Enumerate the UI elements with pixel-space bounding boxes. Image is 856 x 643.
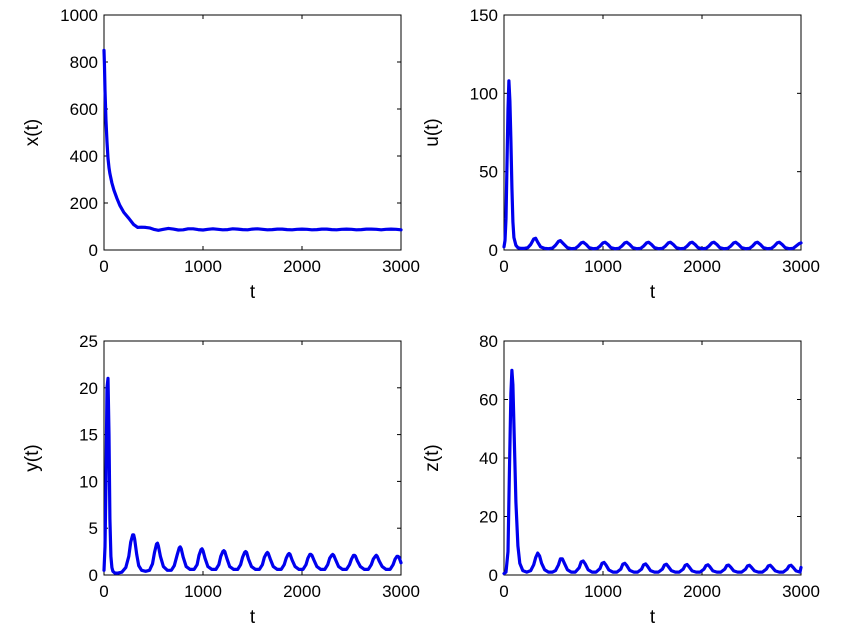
y-axis-label: u(t)	[422, 118, 443, 147]
x-tick-label: 0	[499, 582, 508, 601]
y-tick-label: 60	[479, 391, 498, 410]
x-tick-label: 0	[499, 257, 508, 276]
y-tick-label: 1000	[60, 6, 98, 25]
x-tick-label: 1000	[584, 582, 622, 601]
plot-frame-y	[103, 340, 402, 576]
panel-u: 0 1000 2000 3000 0 50 100 150 t u(t)	[422, 6, 820, 303]
y-tick-label: 20	[79, 379, 98, 398]
x-tick-label: 3000	[382, 257, 420, 276]
series-line-y	[102, 376, 403, 575]
y-tick-label: 80	[479, 332, 498, 351]
series-line-z	[502, 368, 803, 576]
y-tick-label: 0	[489, 566, 498, 585]
x-tick-label: 1000	[584, 257, 622, 276]
x-tick-label: 2000	[683, 582, 721, 601]
x-tick-label: 0	[99, 582, 108, 601]
y-tick-label: 0	[89, 566, 98, 585]
x-tick-label: 2000	[683, 257, 721, 276]
x-tick-label: 0	[99, 257, 108, 276]
y-tick-label: 5	[89, 519, 98, 538]
plot-frame-x	[103, 14, 402, 251]
x-tick-label: 3000	[782, 582, 820, 601]
x-tick-label: 1000	[184, 257, 222, 276]
x-axis-label: t	[650, 282, 656, 303]
panel-x: 0 1000 2000 3000 0 200 400 600 800 1000 t x(t)	[22, 6, 420, 303]
panel-z: 0 1000 2000 3000 0 20 40 60 80 t z(t)	[422, 332, 820, 628]
y-tick-label: 0	[89, 241, 98, 260]
x-tick-label: 3000	[382, 582, 420, 601]
y-axis-label: y(t)	[22, 444, 43, 471]
y-tick-label: 100	[470, 84, 498, 103]
x-tick-label: 3000	[782, 257, 820, 276]
y-tick-label: 20	[479, 508, 498, 527]
panel-y: 0 1000 2000 3000 0 5 10 15 20 25 t y(t)	[22, 332, 420, 628]
x-axis-label: t	[650, 607, 656, 628]
series-line-u	[502, 79, 803, 251]
y-tick-label: 400	[70, 147, 98, 166]
y-axis-label: x(t)	[22, 119, 43, 146]
y-tick-label: 0	[489, 241, 498, 260]
y-axis-label: z(t)	[422, 444, 443, 471]
y-tick-label: 10	[79, 472, 98, 491]
x-axis-label: t	[250, 607, 256, 628]
y-tick-label: 15	[79, 426, 98, 445]
x-axis-label: t	[250, 282, 256, 303]
y-tick-label: 25	[79, 332, 98, 351]
x-tick-label: 2000	[283, 257, 321, 276]
plot-frame-z	[503, 340, 802, 576]
y-tick-label: 40	[479, 449, 498, 468]
x-tick-label: 1000	[184, 582, 222, 601]
y-tick-label: 50	[479, 163, 498, 182]
series-line-x	[102, 48, 403, 232]
y-tick-label: 150	[470, 6, 498, 25]
y-tick-label: 600	[70, 100, 98, 119]
y-tick-label: 800	[70, 53, 98, 72]
plot-frame-u	[503, 14, 802, 251]
x-tick-label: 2000	[283, 582, 321, 601]
y-tick-label: 200	[70, 194, 98, 213]
